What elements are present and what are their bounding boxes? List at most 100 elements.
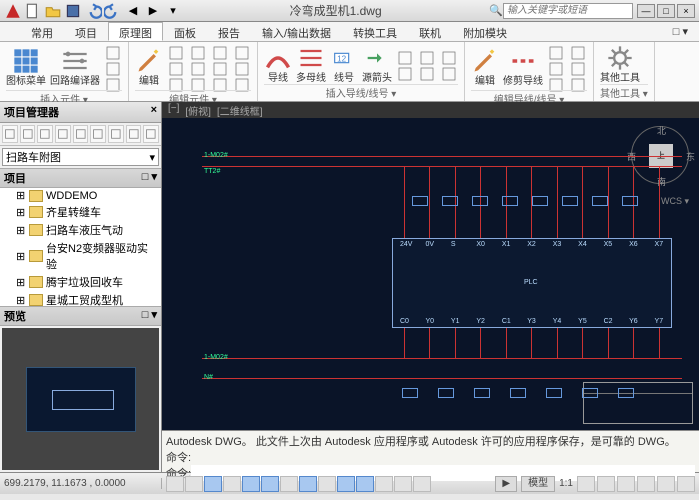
ribbon-tab-0[interactable]: 常用 xyxy=(20,22,64,41)
ribbon-tab-6[interactable]: 转换工具 xyxy=(342,22,408,41)
project-section-tail[interactable]: □ ▾ xyxy=(142,170,157,186)
ribbon-small-btn[interactable] xyxy=(396,49,414,63)
close-button[interactable]: × xyxy=(677,4,695,18)
status-toggle-11[interactable] xyxy=(375,476,393,492)
new-icon[interactable] xyxy=(24,2,42,20)
ribbon-small-btn[interactable] xyxy=(167,76,185,90)
panel-tool-6[interactable] xyxy=(108,125,124,143)
status-toggle-12[interactable] xyxy=(394,476,412,492)
status-toggle-10[interactable] xyxy=(356,476,374,492)
ribbon-small-btn[interactable] xyxy=(569,76,587,90)
ribbon-tab-2[interactable]: 原理图 xyxy=(108,22,163,41)
minimize-button[interactable]: — xyxy=(637,4,655,18)
down-icon[interactable]: ▾ xyxy=(164,2,182,20)
tree-expand-icon[interactable]: ⊞ xyxy=(16,189,26,202)
model-tab-left[interactable]: ▶ xyxy=(495,476,517,492)
ribbon-small-btn[interactable] xyxy=(418,65,436,79)
status-right-icon-5[interactable] xyxy=(677,476,695,492)
tree-expand-icon[interactable]: ⊞ xyxy=(16,294,26,307)
project-combo[interactable]: 扫路车附图 ▾ xyxy=(2,148,159,166)
multibus-button[interactable]: 多母线 xyxy=(296,44,326,84)
ribbon-tab-7[interactable]: 联机 xyxy=(408,22,452,41)
tree-expand-icon[interactable]: ⊞ xyxy=(16,224,26,237)
edit-button[interactable]: 编辑 xyxy=(135,47,163,87)
other-tools-button[interactable]: 其他工具 xyxy=(600,44,640,84)
status-scale[interactable]: 1:1 xyxy=(559,478,573,489)
ribbon-small-btn[interactable] xyxy=(396,65,414,79)
drawing-canvas[interactable]: 上 北 南 西 东 WCS ▾ PLC24V0VSX0X1X2X3X4X5X6X… xyxy=(162,118,699,430)
status-right-icon-1[interactable] xyxy=(597,476,615,492)
ribbon-small-btn[interactable] xyxy=(104,60,122,74)
ribbon-small-btn[interactable] xyxy=(233,76,251,90)
ribbon-tab-5[interactable]: 输入/输出数据 xyxy=(251,22,342,41)
save-icon[interactable] xyxy=(64,2,82,20)
tree-item[interactable]: ⊞台安N2变频器驱动实验 xyxy=(0,239,161,273)
panel-close-icon[interactable]: × xyxy=(151,104,157,120)
ribbon-small-btn[interactable] xyxy=(211,44,229,58)
ribbon-small-btn[interactable] xyxy=(104,76,122,90)
panel-tool-7[interactable] xyxy=(126,125,142,143)
redo-icon[interactable] xyxy=(104,2,122,20)
ribbon-small-btn[interactable] xyxy=(211,60,229,74)
wire-tag-button[interactable]: 12线号 xyxy=(330,44,358,84)
trim-wire-button[interactable]: 修剪导线 xyxy=(503,47,543,87)
tree-expand-icon[interactable]: ⊞ xyxy=(16,276,26,289)
status-toggle-4[interactable] xyxy=(242,476,260,492)
ribbon-tab-1[interactable]: 项目 xyxy=(64,22,108,41)
ribbon-small-btn[interactable] xyxy=(547,60,565,74)
app-logo-icon[interactable] xyxy=(4,2,22,20)
status-right-icon-2[interactable] xyxy=(617,476,635,492)
canvas-view-label-1[interactable]: [俯视] xyxy=(185,103,211,117)
ribbon-collapse-icon[interactable]: □ ▾ xyxy=(662,22,699,41)
tree-item[interactable]: ⊞齐星转缝车 xyxy=(0,203,161,221)
ribbon-small-btn[interactable] xyxy=(189,60,207,74)
ribbon-tab-3[interactable]: 面板 xyxy=(163,22,207,41)
status-right-icon-0[interactable] xyxy=(577,476,595,492)
ribbon-small-btn[interactable] xyxy=(547,76,565,90)
panel-tool-4[interactable] xyxy=(73,125,89,143)
status-toggle-6[interactable] xyxy=(280,476,298,492)
maximize-button[interactable]: □ xyxy=(657,4,675,18)
ribbon-small-btn[interactable] xyxy=(569,44,587,58)
wcs-label[interactable]: WCS ▾ xyxy=(661,196,689,207)
ribbon-small-btn[interactable] xyxy=(418,49,436,63)
tree-item[interactable]: ⊞星城工贸成型机 xyxy=(0,291,161,306)
panel-tool-5[interactable] xyxy=(90,125,106,143)
ribbon-small-btn[interactable] xyxy=(547,44,565,58)
panel-tool-0[interactable] xyxy=(2,125,18,143)
status-toggle-5[interactable] xyxy=(261,476,279,492)
status-right-icon-3[interactable] xyxy=(637,476,655,492)
tree-item[interactable]: ⊞腾宇垃圾回收车 xyxy=(0,273,161,291)
status-toggle-13[interactable] xyxy=(413,476,431,492)
status-toggle-9[interactable] xyxy=(337,476,355,492)
ribbon-small-btn[interactable] xyxy=(167,44,185,58)
panel-tool-8[interactable] xyxy=(143,125,159,143)
ribbon-tab-4[interactable]: 报告 xyxy=(207,22,251,41)
tree-item[interactable]: ⊞WDDEMO xyxy=(0,188,161,203)
circuit-compiler-button[interactable]: 回路编译器 xyxy=(50,47,100,87)
status-right-icon-4[interactable] xyxy=(657,476,675,492)
status-toggle-8[interactable] xyxy=(318,476,336,492)
view-cube-north[interactable]: 北 xyxy=(657,124,666,137)
status-toggle-1[interactable] xyxy=(185,476,203,492)
panel-tool-3[interactable] xyxy=(55,125,71,143)
tree-expand-icon[interactable]: ⊞ xyxy=(16,250,26,263)
ribbon-small-btn[interactable] xyxy=(104,44,122,58)
wire-button[interactable]: 导线 xyxy=(264,44,292,84)
ribbon-small-btn[interactable] xyxy=(233,60,251,74)
ribbon-small-btn[interactable] xyxy=(569,60,587,74)
status-toggle-2[interactable] xyxy=(204,476,222,492)
icon-menu-button[interactable]: 图标菜单 xyxy=(6,47,46,87)
canvas-view-label-0[interactable]: [−] xyxy=(168,103,179,117)
edit-wire-button[interactable]: 编辑 xyxy=(471,47,499,87)
panel-tool-1[interactable] xyxy=(20,125,36,143)
open-icon[interactable] xyxy=(44,2,62,20)
ribbon-small-btn[interactable] xyxy=(211,76,229,90)
ribbon-small-btn[interactable] xyxy=(189,76,207,90)
ribbon-small-btn[interactable] xyxy=(233,44,251,58)
ribbon-small-btn[interactable] xyxy=(167,60,185,74)
ribbon-small-btn[interactable] xyxy=(440,65,458,79)
panel-tool-2[interactable] xyxy=(37,125,53,143)
tree-item[interactable]: ⊞扫路车液压气动 xyxy=(0,221,161,239)
undo-icon[interactable] xyxy=(84,2,102,20)
